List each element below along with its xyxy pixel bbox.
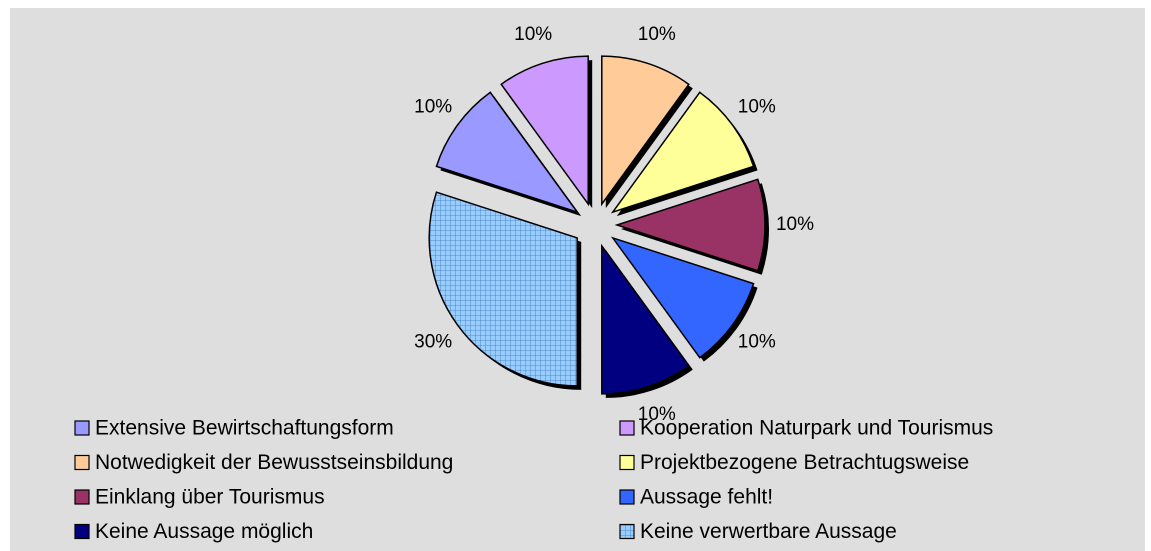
legend-label: Kooperation Naturpark und Tourismus	[640, 417, 993, 440]
legend-swatch	[619, 523, 635, 540]
data-label: 10%	[638, 404, 676, 425]
legend-swatch	[619, 420, 635, 436]
slice	[601, 55, 690, 207]
slice	[435, 91, 580, 214]
slice	[500, 55, 589, 207]
data-label: 10%	[638, 24, 676, 45]
legend-swatch	[74, 489, 90, 505]
legend-swatch	[74, 454, 90, 471]
legend-swatch	[74, 420, 90, 436]
legend-label: Aussage fehlt!	[640, 486, 773, 509]
slice	[614, 178, 766, 272]
legend-label: Keine Aussage möglich	[95, 520, 313, 543]
legend-label: Extensive Bewirtschaftungsform	[95, 417, 394, 440]
data-label: 10%	[738, 96, 776, 117]
data-label: 10%	[738, 332, 776, 353]
legend-label: Projektbezogene Betrachtugsweise	[640, 451, 969, 474]
legend-label: Notwedigkeit der Bewusstseinsbildung	[95, 451, 453, 474]
data-label: 10%	[776, 214, 814, 235]
legend-label: Einklang über Tourismus	[95, 486, 325, 509]
legend-label: Keine verwertbare Aussage	[640, 520, 897, 543]
slice	[601, 243, 690, 395]
legend-swatch	[619, 454, 635, 471]
legend-swatch	[619, 489, 635, 505]
data-label: 10%	[514, 24, 552, 45]
slice	[610, 236, 755, 359]
slice	[428, 191, 578, 387]
data-label: 30%	[414, 332, 452, 353]
legend-swatch	[74, 523, 90, 540]
data-label: 10%	[414, 96, 452, 117]
slice	[610, 91, 755, 214]
